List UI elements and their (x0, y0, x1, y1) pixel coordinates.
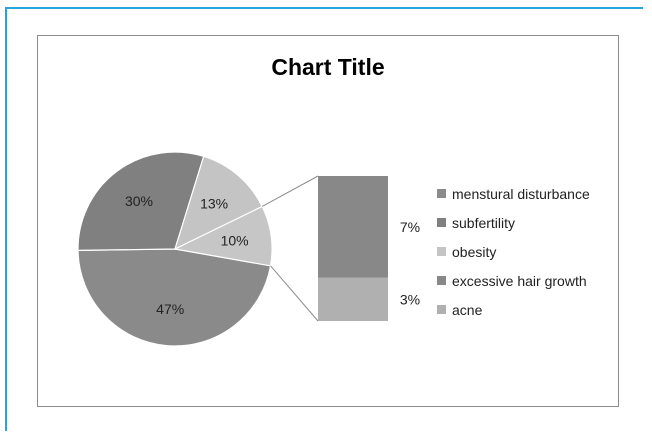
secondary-bar-group: 7% 3% (261, 175, 420, 322)
legend-swatch (437, 189, 446, 198)
legend-label: subfertility (452, 214, 516, 231)
legend-label: excessive hair growth (452, 272, 587, 289)
legend-item: acne (437, 295, 590, 324)
legend-item: excessive hair growth (437, 266, 590, 295)
legend-item: menstural disturbance (437, 179, 590, 208)
data-label: 7% (400, 219, 420, 235)
pie-slice[interactable] (77, 151, 205, 251)
legend-swatch (437, 218, 446, 227)
legend-swatch (437, 305, 446, 314)
legend-item: obesity (437, 237, 590, 266)
data-label: 47% (156, 301, 184, 317)
legend-item: subfertility (437, 208, 590, 237)
worksheet-frame: Chart Title 47% 30% 13% 10% 7% 3% menstural … (5, 7, 643, 431)
series-line (261, 175, 319, 207)
secondary-bar-segment[interactable] (318, 176, 388, 278)
chart-title[interactable]: Chart Title (271, 54, 385, 80)
data-label: 13% (200, 195, 228, 211)
pie-group: 47% 30% 13% 10% (77, 151, 273, 347)
pie-plot: 47% 30% 13% 10% 7% 3% (77, 151, 420, 347)
pie-slice[interactable] (77, 248, 272, 347)
data-label: 30% (125, 193, 153, 209)
secondary-bar-segment[interactable] (318, 277, 388, 322)
legend-label: menstural disturbance (452, 185, 590, 202)
series-line (270, 265, 319, 322)
chart-area[interactable]: Chart Title 47% 30% 13% 10% 7% 3% menstural … (37, 35, 619, 407)
legend-label: acne (452, 301, 483, 318)
data-label: 10% (221, 233, 249, 249)
legend[interactable]: menstural disturbance subfertility obesi… (437, 179, 590, 324)
legend-swatch (437, 276, 446, 285)
pie-slice[interactable] (174, 155, 263, 251)
legend-label: obesity (452, 243, 497, 260)
legend-swatch (437, 247, 446, 256)
data-label: 3% (400, 291, 420, 307)
pie-slice-other[interactable] (173, 205, 273, 267)
